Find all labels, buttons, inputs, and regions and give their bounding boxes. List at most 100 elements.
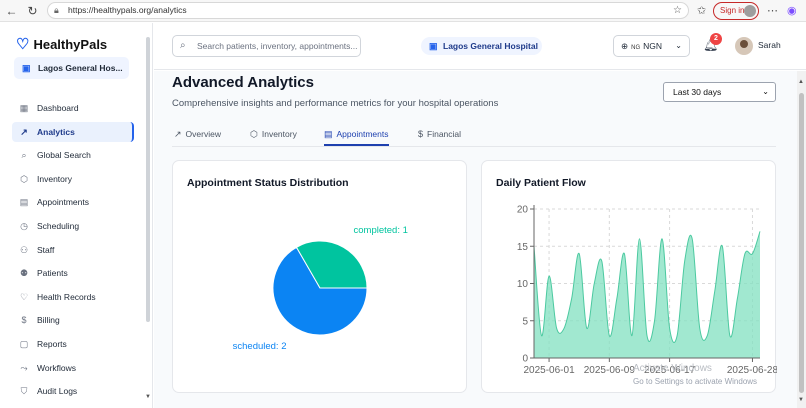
back-icon[interactable]: ← [5,4,18,18]
heart-logo-icon: ♡ [16,36,30,53]
area-fill [534,231,760,358]
pie-chart-card: Appointment Status Distribution schedule… [172,160,467,393]
copilot-icon[interactable]: ◉ [787,5,797,17]
hospital-name: Lagos General Hos... [38,63,123,73]
hospital-selector[interactable]: ▣ Lagos General Hos... [14,57,129,79]
hospital-badge-label: Lagos General Hospital [443,41,538,51]
search-placeholder: Search patients, inventory, appointments… [197,41,358,51]
y-tick-label: 15 [517,242,529,253]
pie-slice-scheduled[interactable] [272,246,368,336]
page-title: Advanced Analytics [172,74,314,91]
pie-chart-title: Appointment Status Distribution [187,177,349,189]
sidebar-item-workflows[interactable]: ⤳ Workflows [12,358,134,378]
sidebar-item-reports[interactable]: ▢ Reports [12,334,134,354]
sidebar-item-label: Staff [37,244,55,255]
building-icon: ▣ [429,41,438,51]
x-tick-label: 2025-06-17 [644,365,696,376]
tab-financial[interactable]: $ Financial [418,128,461,146]
chevron-down-icon: ⌄ [762,87,769,96]
brand-logo[interactable]: ♡ HealthyPals [16,35,107,53]
x-tick-label: 2025-06-28 [727,365,777,376]
clock-icon: ◷ [20,221,28,231]
profile-avatar-icon [744,5,756,17]
signin-label: Sign in [720,6,745,15]
building-icon: ▣ [22,63,31,73]
user-avatar[interactable] [735,37,753,55]
currency-prefix: NG [631,45,641,51]
globe-icon: ⊕ [621,41,629,51]
global-search-input[interactable]: ⌕ Search patients, inventory, appointmen… [172,35,361,57]
sidebar-item-label: Dashboard [37,103,79,113]
currency-value: NGN [643,41,663,51]
tab-appointments[interactable]: ▤ Appointments [324,128,389,146]
area-chart: 0 5 10 15 20 2025-06-01 2025-06-09 2025-06-17 20… [517,205,777,377]
dollar-icon: $ [21,315,27,326]
sidebar-item-label: Billing [37,315,60,326]
star-icon[interactable]: ☆ [673,5,682,16]
sidebar-item-dashboard[interactable]: ▦ Dashboard [12,98,134,118]
address-bar[interactable]: 🔒︎ https://healthypals.org/analytics ☆ [47,2,689,19]
sidebar-scrollbar[interactable] [146,37,150,322]
sidebar-item-patients[interactable]: ⚉ Patients [12,263,134,283]
sidebar-item-label: Inventory [37,173,72,184]
top-header: ⌕ Search patients, inventory, appointmen… [154,23,806,70]
sidebar-item-staff[interactable]: ⚇ Staff [12,240,134,260]
reload-icon[interactable]: ↻ [27,4,38,18]
box-icon: ⬡ [20,173,28,184]
patients-icon: ⚉ [19,268,29,279]
sidebar-item-audit-logs[interactable]: ⛉ Audit Logs [12,381,134,401]
y-tick-label: 10 [517,279,529,290]
staff-icon: ⚇ [19,244,29,255]
dashboard-icon: ▦ [19,103,29,113]
page-scrollbar[interactable]: ▲ ▼ [797,71,806,408]
sidebar-item-label: Reports [37,339,67,349]
tab-inventory[interactable]: ⬡ Inventory [250,128,297,146]
sidebar-item-health-records[interactable]: ♡ Health Records [12,287,134,307]
area-chart-title: Daily Patient Flow [496,177,586,189]
scroll-down-icon[interactable]: ▼ [798,397,804,403]
page-scrollbar-thumb[interactable] [799,93,804,393]
heart-icon: ♡ [19,291,29,302]
tab-label: Financial [427,129,462,139]
sidebar-item-label: Analytics [37,126,75,137]
area-chart-card: Daily Patient Flow 0 5 10 15 20 2025-06-01 202… [481,160,777,393]
tab-label: Inventory [261,129,297,139]
currency-selector[interactable]: ⊕ NG NGN ⌄ [613,35,690,57]
tab-overview[interactable]: ↗ Overview [174,128,221,146]
tabs-divider [172,146,776,147]
sidebar-item-billing[interactable]: $ Billing [12,310,134,330]
activation-watermark-title: Activate Windows [633,363,712,374]
sidebar-item-appointments[interactable]: ▤ Appointments [12,192,134,212]
sidebar-item-analytics[interactable]: ↗ Analytics [12,121,134,142]
sidebar-item-inventory[interactable]: ⬡ Inventory [12,169,134,189]
favorites-icon[interactable]: ✩ [697,5,707,17]
x-tick-label: 2025-06-01 [523,365,575,376]
user-name[interactable]: Sarah [758,40,781,50]
box-icon: ⬡ [250,129,258,139]
search-icon: ⌕ [180,40,186,51]
signin-button[interactable]: Sign in [713,2,759,20]
pie-chart: scheduled: 2 completed: 1 [233,225,408,352]
trend-icon: ↗ [174,129,182,139]
trend-icon: ↗ [20,126,28,137]
hospital-badge: ▣ Lagos General Hospital [421,37,542,55]
brand-name: HealthyPals [33,37,108,52]
sidebar-item-label: Global Search [37,150,91,161]
sidebar-item-label: Appointments [37,197,89,208]
scroll-down-icon[interactable]: ▼ [145,394,151,400]
search-icon: ⌕ [21,150,27,161]
area-line [533,231,761,343]
y-tick-label: 20 [517,205,529,216]
sidebar-item-label: Patients [37,268,68,279]
sidebar-item-scheduling[interactable]: ◷ Scheduling [12,216,134,236]
sidebar: ♡ HealthyPals ▣ Lagos General Hos... ▦ Dash… [0,23,153,408]
sidebar-item-global-search[interactable]: ⌕ Global Search [12,145,134,165]
date-range-select[interactable]: Last 30 days ⌄ [663,82,776,102]
sidebar-item-label: Workflows [37,362,77,373]
pie-slice-completed[interactable] [295,240,368,289]
main-content: Advanced Analytics Comprehensive insight… [154,71,797,408]
scroll-up-icon[interactable]: ▲ [798,79,804,85]
chevron-down-icon: ⌄ [675,41,682,50]
url-text: https://healthypals.org/analytics [68,5,187,15]
more-icon[interactable]: ⋯ [767,5,778,17]
